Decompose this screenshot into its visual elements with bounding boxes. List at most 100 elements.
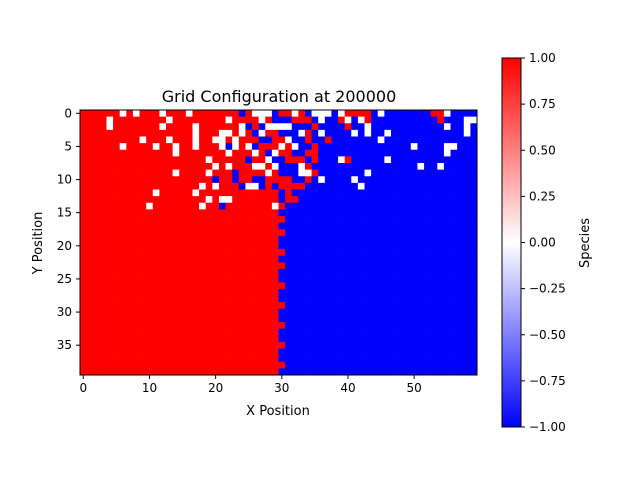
- heatmap-cell: [424, 315, 432, 323]
- heatmap-cell: [179, 129, 187, 137]
- heatmap-cell: [80, 143, 87, 151]
- heatmap-cell: [457, 249, 465, 257]
- heatmap-cell: [397, 315, 405, 323]
- heatmap-cell: [324, 361, 332, 369]
- heatmap-cell: [159, 302, 167, 310]
- heatmap-cell: [166, 196, 173, 204]
- heatmap-cell: [278, 222, 286, 230]
- heatmap-cell: [192, 149, 200, 157]
- heatmap-cell: [318, 189, 326, 197]
- heatmap-cell: [298, 202, 306, 210]
- heatmap-cell: [430, 288, 438, 296]
- heatmap-cell: [212, 209, 220, 217]
- heatmap-cell: [311, 328, 319, 336]
- heatmap-cell: [265, 202, 273, 210]
- heatmap-cell: [424, 275, 432, 283]
- heatmap-cell: [324, 176, 332, 184]
- heatmap-cell: [324, 315, 332, 323]
- heatmap-cell: [265, 275, 273, 283]
- heatmap-cell: [166, 295, 173, 303]
- heatmap-cell: [271, 235, 279, 243]
- heatmap-cell: [132, 295, 140, 303]
- heatmap-cell: [417, 209, 425, 217]
- heatmap-cell: [252, 295, 259, 303]
- y-tick-label: 0: [64, 106, 72, 120]
- heatmap-cell: [298, 302, 306, 310]
- heatmap-cell: [463, 341, 471, 349]
- heatmap-cell: [258, 269, 266, 276]
- heatmap-cell: [265, 322, 273, 329]
- heatmap-cell: [324, 129, 332, 137]
- heatmap-cell: [311, 149, 319, 157]
- heatmap-cell: [364, 149, 372, 157]
- heatmap-cell: [113, 288, 121, 296]
- heatmap-cell: [318, 129, 326, 137]
- heatmap-cell: [199, 110, 207, 117]
- heatmap-cell: [252, 275, 259, 283]
- heatmap-cell: [93, 149, 101, 157]
- heatmap-cell: [324, 328, 332, 336]
- heatmap-cell: [318, 176, 326, 184]
- heatmap-cell: [338, 189, 346, 197]
- heatmap-cell: [258, 202, 266, 210]
- heatmap-cell: [285, 269, 293, 276]
- heatmap-cell: [166, 136, 173, 144]
- heatmap-cell: [285, 295, 293, 303]
- heatmap-cell: [344, 341, 352, 349]
- heatmap-cell: [245, 116, 253, 124]
- heatmap-cell: [106, 123, 114, 131]
- heatmap-cell: [271, 341, 279, 349]
- heatmap-cell: [285, 202, 293, 210]
- heatmap-cell: [99, 235, 107, 243]
- heatmap-cell: [384, 302, 392, 310]
- heatmap-cell: [172, 255, 180, 263]
- heatmap-cell: [106, 348, 114, 356]
- heatmap-cell: [106, 361, 114, 369]
- heatmap-cell: [437, 322, 445, 329]
- heatmap-cell: [185, 361, 193, 369]
- heatmap-cell: [450, 169, 458, 177]
- heatmap-cell: [424, 308, 432, 316]
- heatmap-cell: [166, 216, 173, 223]
- heatmap-cell: [232, 209, 240, 217]
- heatmap-cell: [252, 315, 259, 323]
- heatmap-cell: [384, 222, 392, 230]
- heatmap-cell: [424, 176, 432, 184]
- heatmap-cell: [238, 282, 246, 290]
- heatmap-cell: [99, 322, 107, 329]
- heatmap-cell: [218, 143, 226, 151]
- heatmap-cell: [311, 116, 319, 124]
- heatmap-cell: [338, 275, 346, 283]
- heatmap-cell: [238, 302, 246, 310]
- heatmap-cell: [278, 123, 286, 131]
- heatmap-cell: [192, 322, 200, 329]
- heatmap-cell: [139, 262, 147, 270]
- heatmap-cell: [377, 341, 385, 349]
- heatmap-cell: [218, 163, 226, 170]
- heatmap-cell: [172, 196, 180, 204]
- heatmap-cell: [185, 176, 193, 184]
- heatmap-cell: [166, 315, 173, 323]
- heatmap-cell: [437, 242, 445, 250]
- heatmap-cell: [318, 308, 326, 316]
- heatmap-cell: [152, 355, 160, 363]
- heatmap-cell: [278, 302, 286, 310]
- heatmap-cell: [238, 176, 246, 184]
- heatmap-cell: [298, 176, 306, 184]
- y-axis-label: Y Position: [31, 212, 46, 276]
- heatmap-cell: [86, 216, 94, 223]
- heatmap-cell: [357, 229, 365, 237]
- heatmap-cell: [252, 269, 259, 276]
- heatmap-cell: [338, 282, 346, 290]
- heatmap-cell: [430, 275, 438, 283]
- heatmap-cell: [252, 143, 259, 151]
- heatmap-cell: [146, 143, 154, 151]
- heatmap-cell: [166, 368, 173, 376]
- heatmap-cell: [377, 295, 385, 303]
- heatmap-cell: [93, 308, 101, 316]
- heatmap-cell: [238, 295, 246, 303]
- heatmap-cell: [311, 129, 319, 137]
- heatmap-cell: [404, 149, 412, 157]
- heatmap-cell: [304, 123, 312, 131]
- heatmap-cell: [430, 335, 438, 343]
